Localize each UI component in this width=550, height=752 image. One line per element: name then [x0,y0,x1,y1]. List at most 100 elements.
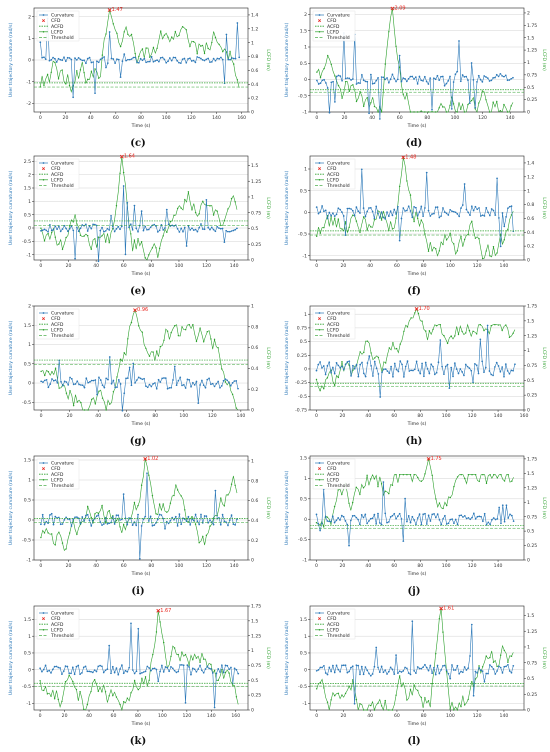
curvature-point [161,377,164,380]
lcfd-point [116,32,118,35]
curvature-point [170,386,173,389]
curvature-point [444,365,447,368]
curvature-point [232,523,235,526]
x-tick-label: 60 [391,413,397,419]
lcfd-point [158,247,161,250]
lcfd-point [501,329,503,332]
curvature-point [228,668,230,671]
y-right-tick-label: 1 [527,500,530,506]
curvature-point [172,379,174,381]
curvature-point [161,664,163,667]
lcfd-point [355,698,358,701]
panel-caption: (f) [407,286,421,297]
cfd-marker [133,308,137,313]
curvature-point [105,377,108,380]
lcfd-point [156,350,158,352]
lcfd-point [217,679,219,682]
curvature-point [103,230,105,233]
x-tick-label: 100 [451,115,460,121]
lcfd-point [439,324,441,326]
curvature-point [458,514,461,517]
lcfd-point [213,338,216,341]
curvature-point [129,223,132,226]
curvature-point [474,670,477,673]
y-left-tick-label: 0 [28,518,31,524]
curvature-point [210,668,212,670]
curvature-point [447,80,450,82]
lcfd-point [184,653,187,656]
curvature-point [384,368,387,370]
curvature-point [375,205,378,208]
x-tick-label: 100 [442,413,451,419]
lcfd-point [195,340,198,343]
y-right-tick-label: 0.75 [527,660,537,666]
curvature-point [42,381,44,383]
lcfd-point [58,531,60,534]
y-left-tick-label: 1.5 [24,323,31,329]
curvature-point [70,525,73,527]
curvature-point [192,519,195,522]
lcfd-point [315,688,318,690]
y-left-tick-label: 1 [304,634,307,640]
lcfd-point [506,111,509,113]
y-left-tick-label: 0 [28,58,31,64]
y-left-tick-label: -1 [26,252,31,258]
curvature-point [200,223,202,225]
curvature-point [159,56,162,59]
curvature-point [202,671,205,674]
x-tick-label: 60 [394,713,400,719]
lcfd-point [202,200,204,203]
y-right-tick-label: 1.75 [527,304,537,310]
y-right-tick-label: 1.25 [527,485,537,491]
curvature-point [209,61,211,63]
lcfd-point [54,61,56,64]
curvature-point [317,669,320,671]
lcfd-point [402,474,404,476]
curvature-point [174,515,177,518]
curvature-point [140,210,143,212]
curvature-point [380,665,383,668]
lcfd-point [326,54,329,57]
lcfd-point [344,221,347,223]
legend-label: Threshold [326,333,350,339]
x-tick-label: 40 [367,263,373,269]
curvature-point [98,376,100,379]
curvature-point [397,370,400,373]
curvature-point [187,515,190,518]
curvature-point [346,671,349,674]
curvature-point [415,206,417,209]
curvature-point [80,384,82,386]
curvature-point [233,380,236,382]
curvature-point [472,512,475,515]
x-tick-label: 20 [341,713,347,719]
curvature-point [225,33,228,36]
curvature-point [202,384,205,387]
lcfd-point [202,535,204,538]
curvature-point [420,79,423,82]
lcfd-point [512,332,514,335]
lcfd-point [427,700,430,702]
curvature-point [400,518,403,520]
curvature-point [342,368,345,371]
lcfd-point [482,474,484,476]
x-tick-label: 20 [339,413,345,419]
x-tick-label: 160 [237,115,246,121]
legend-swatch-cfd [318,167,321,171]
curvature-point [47,522,49,525]
curvature-point [431,213,433,215]
curvature-point [63,380,66,383]
legend-label: CFD [327,166,337,172]
y-right-axis-label: LCFD (m) [265,647,271,669]
curvature-point [407,205,410,208]
lcfd-point [442,106,444,108]
lcfd-point [438,250,441,252]
curvature-point [146,386,149,389]
lcfd-point [50,231,53,234]
curvature-point [377,512,379,515]
lcfd-point [456,709,459,711]
curvature-point [353,702,356,705]
curvature-point [362,516,365,519]
curvature-point [434,673,437,676]
curvature-point [322,365,325,367]
curvature-point [46,670,49,673]
